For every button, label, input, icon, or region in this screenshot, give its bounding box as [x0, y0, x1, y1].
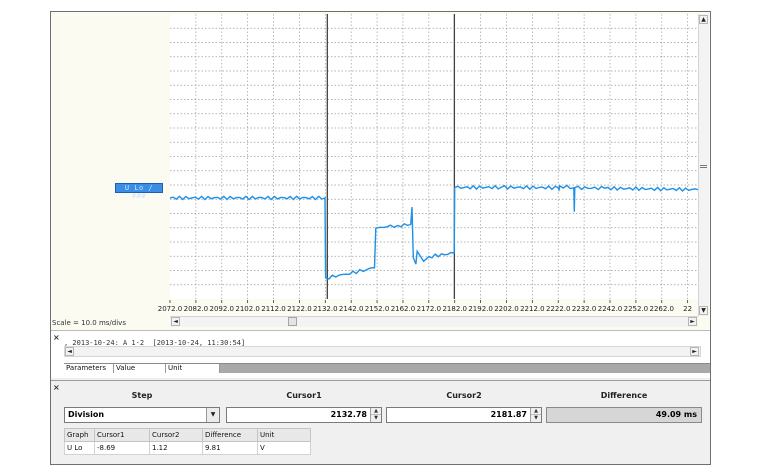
column-header-parameters[interactable]: Parameters: [64, 364, 114, 373]
signal-trace-u-lo: [170, 184, 698, 280]
x-tick-label: 2182.0: [442, 305, 467, 313]
cursor2-header: Cursor2: [446, 391, 482, 400]
cursor2-spin-buttons: ▲ ▼: [530, 408, 541, 422]
cursor1-header: Cursor1: [286, 391, 322, 400]
cursor1-value[interactable]: 2132.78: [330, 410, 367, 419]
info-scroll-right-button[interactable]: ►: [690, 347, 699, 356]
close-icon[interactable]: ×: [53, 333, 60, 342]
cell-cursor1: -8.69: [94, 441, 150, 455]
scroll-left-button[interactable]: ◄: [171, 317, 180, 326]
column-header-unit[interactable]: Unit: [257, 428, 311, 442]
horizontal-scrollbar[interactable]: [170, 316, 698, 327]
table-header-row: Graph Cursor1 Cursor2 Difference Unit: [64, 428, 311, 442]
x-tick-label: 2082.0: [184, 305, 209, 313]
close-icon[interactable]: ×: [53, 383, 60, 392]
scale-label: Scale = 10.0 ms/divs: [52, 319, 126, 327]
cursor1-increment-button[interactable]: ▲: [371, 408, 381, 415]
x-tick-label: 2262.0: [650, 305, 675, 313]
table-row[interactable]: U Lo -8.69 1.12 9.81 V: [64, 441, 311, 455]
column-header-value[interactable]: Value: [114, 364, 166, 373]
x-tick-label: 2232.0: [572, 305, 597, 313]
scroll-right-button[interactable]: ►: [688, 317, 697, 326]
x-tick-label: 2212.0: [520, 305, 545, 313]
x-tick-label: 2142.0: [339, 305, 364, 313]
x-tick-label: 2172.0: [417, 305, 442, 313]
x-tick-label: 2072.0: [158, 305, 183, 313]
x-tick-label: 2192.0: [468, 305, 493, 313]
x-tick-label: 2242.0: [598, 305, 623, 313]
column-header-graph[interactable]: Graph: [64, 428, 95, 442]
cursor-results-table: Graph Cursor1 Cursor2 Difference Unit U …: [64, 428, 311, 455]
column-header-unit[interactable]: Unit: [166, 364, 220, 373]
x-axis-ticks: 2072.0 2082.0 2092.0 2102.0 2112.0 2122.0 2132…: [158, 300, 692, 313]
x-tick-label: 2112.0: [261, 305, 286, 313]
cursor1-decrement-button[interactable]: ▼: [374, 415, 378, 421]
measurement-log-line: , 2013-10-24: A 1-2 [2013-10-24, 11:30:5…: [64, 339, 246, 347]
step-select-value: Division: [68, 410, 105, 419]
column-header-difference[interactable]: Difference: [202, 428, 258, 442]
step-header: Step: [131, 391, 153, 400]
cursor2-decrement-button[interactable]: ▼: [534, 415, 538, 421]
cell-unit: V: [257, 441, 311, 455]
column-header-cursor1[interactable]: Cursor1: [94, 428, 150, 442]
x-tick-label: 2132.0: [313, 305, 338, 313]
cell-cursor2: 1.12: [149, 441, 203, 455]
x-tick-label: 2252.0: [624, 305, 649, 313]
column-header-cursor2[interactable]: Cursor2: [149, 428, 203, 442]
chevron-down-icon[interactable]: ▼: [206, 408, 219, 422]
vertical-scroll-grip[interactable]: [700, 165, 707, 168]
difference-readout: 49.09 ms: [546, 407, 702, 423]
parameters-table-header: Parameters Value Unit: [64, 363, 710, 373]
horizontal-scroll-thumb[interactable]: [288, 317, 297, 326]
cursor2-increment-button[interactable]: ▲: [531, 408, 541, 415]
cell-difference: 9.81: [202, 441, 258, 455]
scroll-up-button[interactable]: ▲: [699, 15, 708, 24]
trace-layer: [170, 184, 698, 280]
channel-marker[interactable]: U Lo / ###: [115, 183, 163, 200]
cursor2-value[interactable]: 2181.87: [490, 410, 527, 419]
cursor2-stepper[interactable]: 2181.87 ▲ ▼: [386, 407, 542, 423]
oscilloscope-plot[interactable]: [170, 14, 698, 299]
x-tick-label: 2202.0: [494, 305, 519, 313]
cursor1-stepper[interactable]: 2132.78 ▲ ▼: [226, 407, 382, 423]
cursor1-spin-buttons: ▲ ▼: [370, 408, 381, 422]
x-tick-label: 22: [683, 305, 692, 313]
x-tick-label: 2102.0: [235, 305, 260, 313]
x-tick-label: 2162.0: [391, 305, 416, 313]
info-horizontal-scrollbar[interactable]: [64, 346, 701, 357]
step-select[interactable]: Division ▼: [64, 407, 220, 423]
x-tick-label: 2152.0: [365, 305, 390, 313]
x-tick-label: 2122.0: [287, 305, 312, 313]
cell-graph: U Lo: [64, 441, 95, 455]
plot-area[interactable]: [170, 14, 698, 299]
scroll-down-button[interactable]: ▼: [699, 306, 708, 315]
x-tick-label: 2222.0: [546, 305, 571, 313]
difference-header: Difference: [600, 391, 648, 400]
info-scroll-left-button[interactable]: ◄: [65, 347, 74, 356]
difference-value: 49.09 ms: [655, 410, 697, 419]
plot-grid: [170, 14, 698, 299]
x-tick-label: 2092.0: [210, 305, 235, 313]
